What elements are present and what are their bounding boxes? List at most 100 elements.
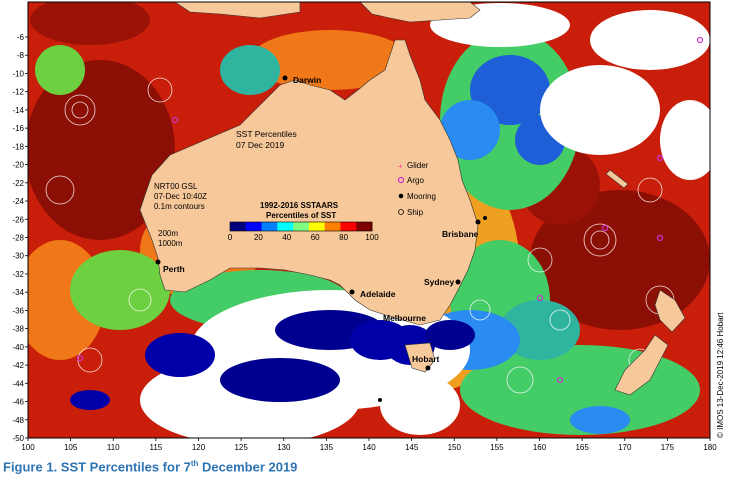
lon-tick-label: 180 [703, 443, 717, 452]
lon-tick-label: 155 [490, 443, 504, 452]
colorbar-tick-label: 60 [311, 233, 320, 242]
observation-markers [155, 75, 487, 402]
colorbar-title-line2: Percentiles of SST [266, 211, 336, 220]
legend-label-glider: Glider [407, 161, 429, 170]
mooring-marker [475, 219, 481, 225]
lat-tick-label: -44 [12, 379, 24, 388]
lon-tick-label: 160 [533, 443, 547, 452]
glider-symbol-icon: + [398, 162, 403, 171]
argo-symbol-icon [397, 176, 405, 184]
colorbar-title-line1: 1992-2016 SSTAARS [260, 201, 339, 210]
colorbar-frame [229, 221, 373, 232]
colorbar-tick-label: 0 [228, 233, 233, 242]
colorbar: 1992-2016 SSTAARS Percentiles of SST 0 20… [228, 201, 379, 242]
city-label-darwin: Darwin [293, 75, 321, 85]
lat-tick-label: -14 [12, 106, 24, 115]
credit-text: © IMOS 13-Dec-2019 12:46 Hobart [716, 312, 725, 438]
map-title-line1: SST Percentiles [236, 129, 297, 139]
lat-tick-label: -34 [12, 288, 24, 297]
lat-tick-label: -28 [12, 234, 24, 243]
colorbar-swatch [324, 222, 341, 231]
mooring-symbol-icon [398, 193, 404, 199]
lat-tick-label: -20 [12, 161, 24, 170]
colorbar-swatch [245, 222, 262, 231]
tasmania-landmass [404, 342, 436, 373]
lat-tick-label: -8 [17, 51, 25, 60]
map-title-line2: 07 Dec 2019 [236, 140, 284, 150]
colorbar-swatches [229, 221, 373, 232]
colorbar-swatch [356, 222, 373, 231]
figure-caption: Figure 1. SST Percentiles for 7th Decemb… [3, 459, 297, 474]
lon-tick-label: 170 [618, 443, 632, 452]
lat-tick-label: -16 [12, 124, 24, 133]
lat-tick-label: -18 [12, 142, 24, 151]
info-block: NRT00 GSL 07-Dec 10:40Z 0.1m contours 20… [154, 182, 207, 248]
colorbar-ticks: 0 20 40 60 80 100 [228, 233, 379, 242]
info-line3: 0.1m contours [154, 202, 205, 211]
mooring-marker [425, 365, 431, 371]
lon-tick-label: 130 [277, 443, 291, 452]
lon-tick-label: 140 [362, 443, 376, 452]
colorbar-swatch [308, 222, 326, 231]
lat-tick-label: -36 [12, 306, 24, 315]
lon-tick-label: 145 [405, 443, 419, 452]
lon-tick-label: 175 [661, 443, 675, 452]
colorbar-swatch [277, 222, 294, 231]
city-label-melbourne: Melbourne [383, 313, 426, 323]
lat-tick-label: -32 [12, 270, 24, 279]
colorbar-swatch [293, 222, 310, 231]
lon-tick-label: 110 [107, 443, 120, 452]
lat-tick-label: -22 [12, 179, 24, 188]
city-label-hobart: Hobart [412, 354, 440, 364]
colorbar-tick-label: 20 [254, 233, 263, 242]
map-title: SST Percentiles 07 Dec 2019 [236, 129, 297, 150]
legend-label-ship: Ship [407, 208, 424, 217]
mooring-marker [155, 259, 161, 265]
legend-label-argo: Argo [407, 176, 424, 185]
lat-tick-label: -30 [12, 252, 24, 261]
mooring-marker [349, 289, 355, 295]
caption-superscript: th [190, 459, 199, 468]
contour-200-label: 200m [158, 229, 178, 238]
new-zealand-south [614, 334, 669, 396]
info-line1: NRT00 GSL [154, 182, 198, 191]
mooring-marker [282, 75, 288, 81]
colorbar-tick-label: 40 [282, 233, 291, 242]
lat-tick-label: -6 [17, 33, 25, 42]
city-label-adelaide: Adelaide [360, 289, 396, 299]
lon-tick-label: 125 [234, 443, 248, 452]
sst-percentile-map: 100 105 110 115 120 125 130 135 140 145 150 155 160 1… [12, 1, 725, 452]
lat-tick-label: -46 [12, 398, 24, 407]
lon-tick-label: 100 [21, 443, 35, 452]
caption-prefix: Figure 1. SST Percentiles for 7 [3, 459, 191, 475]
lat-tick-label: -40 [12, 343, 24, 352]
land-masses [139, 1, 686, 396]
city-label-sydney: Sydney [424, 277, 455, 287]
colorbar-tick-label: 80 [339, 233, 348, 242]
info-line2: 07-Dec 10:40Z [154, 192, 207, 201]
sst-field [28, 2, 710, 438]
city-label-brisbane: Brisbane [442, 229, 479, 239]
lat-tick-label: -48 [12, 416, 24, 425]
mooring-marker [378, 398, 382, 402]
symbol-legend: + Glider Argo Mooring Ship [397, 161, 436, 217]
ship-symbol-icon [398, 209, 404, 215]
lon-tick-label: 135 [320, 443, 334, 452]
contour-1000-label: 1000m [158, 239, 183, 248]
lon-tick-label: 120 [192, 443, 206, 452]
lat-tick-label: -26 [12, 215, 24, 224]
lat-tick-label: -38 [12, 325, 24, 334]
lon-tick-label: 115 [149, 443, 162, 452]
colorbar-tick-label: 100 [365, 233, 379, 242]
legend-label-mooring: Mooring [407, 192, 436, 201]
lat-tick-label: -24 [12, 197, 24, 206]
city-labels: Darwin Brisbane Sydney Melbourne Hobart … [163, 75, 479, 364]
australia-landmass [139, 39, 479, 326]
argo-floats [76, 36, 704, 384]
city-label-perth: Perth [163, 264, 185, 274]
new-caledonia-landmass [605, 169, 629, 189]
longitude-axis: 100 105 110 115 120 125 130 135 140 145 150 155 160 1… [21, 438, 717, 452]
caption-suffix: December 2019 [198, 459, 298, 475]
lat-tick-label: -50 [12, 434, 24, 443]
new-zealand-north [654, 289, 686, 333]
